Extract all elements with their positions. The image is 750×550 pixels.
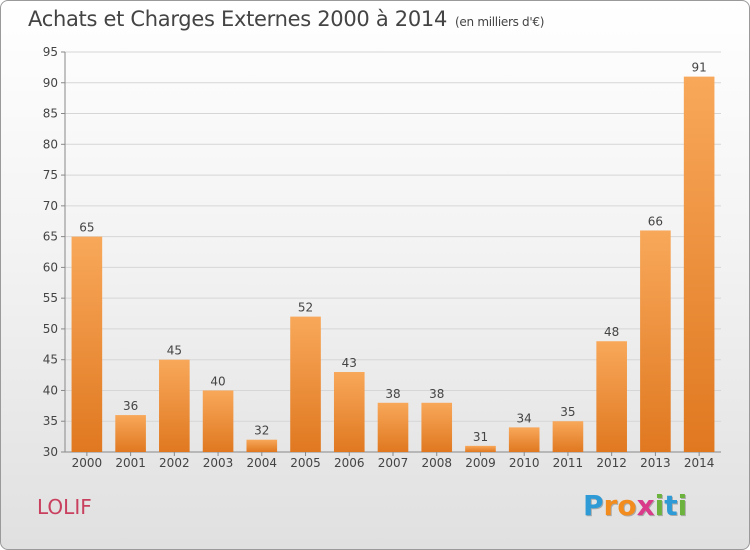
bar-2005 (290, 316, 321, 452)
x-tick-label-2007: 2007 (378, 456, 409, 470)
y-tick-label-35: 35 (43, 414, 58, 428)
data-label-2013: 66 (648, 214, 663, 228)
bar-2009 (465, 445, 496, 452)
bar-2012 (596, 341, 627, 452)
data-label-2010: 34 (517, 411, 532, 425)
data-label-2007: 38 (385, 387, 400, 401)
bar-2008 (421, 402, 453, 452)
data-label-2001: 36 (123, 399, 138, 413)
data-label-2004: 32 (254, 424, 269, 438)
y-tick-label-50: 50 (43, 322, 58, 336)
data-label-2014: 91 (691, 61, 706, 75)
y-tick-label-80: 80 (43, 137, 58, 151)
bar-2004 (246, 439, 278, 452)
logo-letter: x (636, 489, 655, 522)
y-tick-label-55: 55 (43, 291, 58, 305)
data-label-2002: 45 (167, 344, 182, 358)
data-label-2012: 48 (604, 325, 619, 339)
proxiti-logo[interactable]: Proxiti (583, 489, 687, 522)
data-label-2008: 38 (429, 387, 444, 401)
x-tick-labels: 2000 2001 2002 2003 2004 2005 2006 2007 2008 2009… (72, 456, 715, 470)
x-tick-label-2014: 2014 (684, 456, 715, 470)
y-tick-label-60: 60 (43, 260, 58, 274)
bar-2007 (377, 402, 409, 452)
logo-letter: r (603, 489, 618, 522)
x-tick-label-2012: 2012 (596, 456, 627, 470)
x-tick-label-2008: 2008 (421, 456, 452, 470)
y-tick-label-90: 90 (43, 76, 58, 90)
logo-letter: i (654, 489, 665, 522)
y-tick-label-85: 85 (43, 107, 58, 121)
chart-subtitle: (en milliers d'€) (455, 15, 545, 29)
data-label-2000: 65 (79, 221, 94, 235)
bar-2014 (683, 76, 715, 452)
x-tick-label-2005: 2005 (290, 456, 321, 470)
data-label-2011: 35 (560, 405, 575, 419)
bars (71, 76, 715, 452)
y-tick-label-75: 75 (43, 168, 58, 182)
bar-2013 (640, 230, 671, 452)
x-tick-label-2000: 2000 (72, 456, 103, 470)
data-label-2009: 31 (473, 430, 488, 444)
bar-2011 (552, 421, 584, 452)
data-label-2006: 43 (342, 356, 357, 370)
x-tick-label-2011: 2011 (553, 456, 584, 470)
data-labels: 65 36 45 40 32 52 43 38 38 31 34 35 48 66 91 (79, 61, 707, 444)
x-tick-label-2006: 2006 (334, 456, 365, 470)
logo-letter: o (617, 489, 637, 522)
y-tick-label-95: 95 (43, 45, 58, 59)
bar-2010 (508, 427, 540, 452)
bar-2006 (333, 372, 365, 452)
commune-name: LOLIF (37, 495, 92, 519)
x-tick-label-2004: 2004 (247, 456, 278, 470)
data-label-2005: 52 (298, 301, 313, 315)
y-tick-label-30: 30 (43, 445, 58, 459)
x-tick-label-2002: 2002 (159, 456, 190, 470)
y-tick-label-70: 70 (43, 199, 58, 213)
bar-2000 (71, 236, 103, 452)
x-tick-label-2009: 2009 (465, 456, 496, 470)
bar-2001 (115, 415, 146, 452)
y-tick-label-45: 45 (43, 353, 58, 367)
data-label-2003: 40 (210, 374, 225, 388)
x-tick-label-2013: 2013 (640, 456, 671, 470)
bar-2002 (159, 359, 190, 452)
logo-letter: P (583, 489, 604, 522)
x-tick-label-2010: 2010 (509, 456, 540, 470)
logo-letter: i (677, 489, 688, 522)
y-tick-labels: 30 35 40 45 50 55 60 65 70 75 80 85 90 95 (43, 45, 58, 459)
logo-letter: t (664, 489, 678, 522)
chart-title: Achats et Charges Externes 2000 à 2014 (e… (28, 7, 544, 31)
x-tick-label-2001: 2001 (115, 456, 146, 470)
y-tick-label-40: 40 (43, 383, 58, 397)
y-tick-label-65: 65 (43, 230, 58, 244)
bar-2003 (202, 390, 234, 452)
x-tick-label-2003: 2003 (203, 456, 234, 470)
chart-title-text: Achats et Charges Externes 2000 à 2014 (28, 7, 448, 31)
